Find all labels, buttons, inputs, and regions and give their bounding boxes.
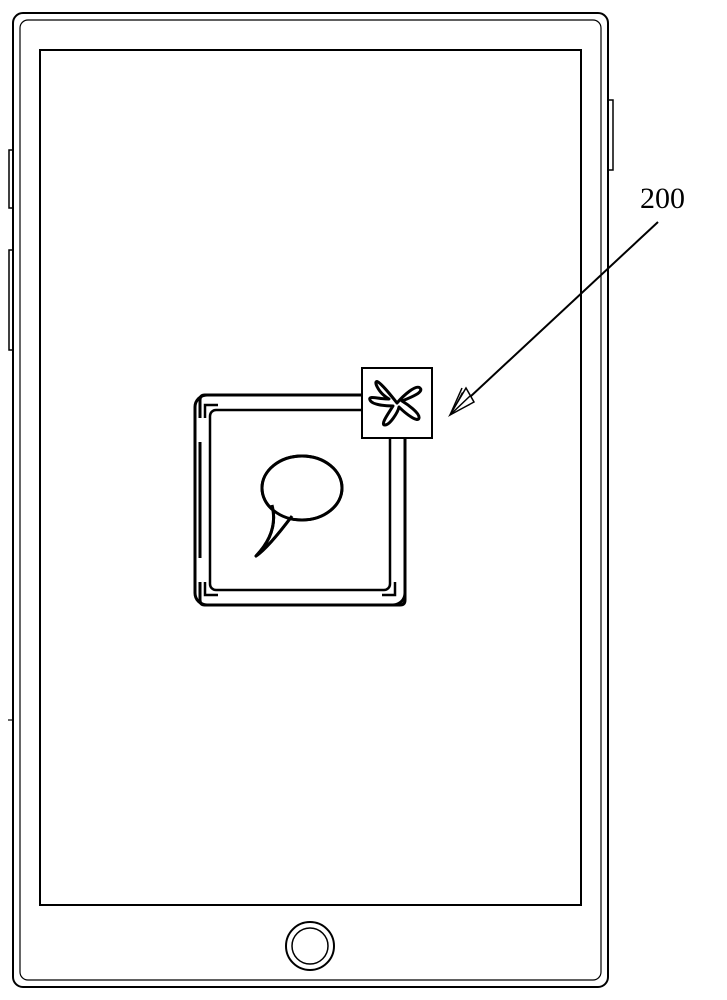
side-button-left-2 <box>9 250 13 350</box>
callout-label-200: 200 <box>640 182 685 216</box>
callout-leader <box>456 222 658 410</box>
side-button-right <box>608 100 613 170</box>
home-button-inner <box>292 928 328 964</box>
home-button-outer <box>286 922 334 970</box>
figure-canvas: 200 <box>0 0 727 1000</box>
diagram-svg <box>0 0 727 1000</box>
side-button-left-1 <box>9 150 13 208</box>
